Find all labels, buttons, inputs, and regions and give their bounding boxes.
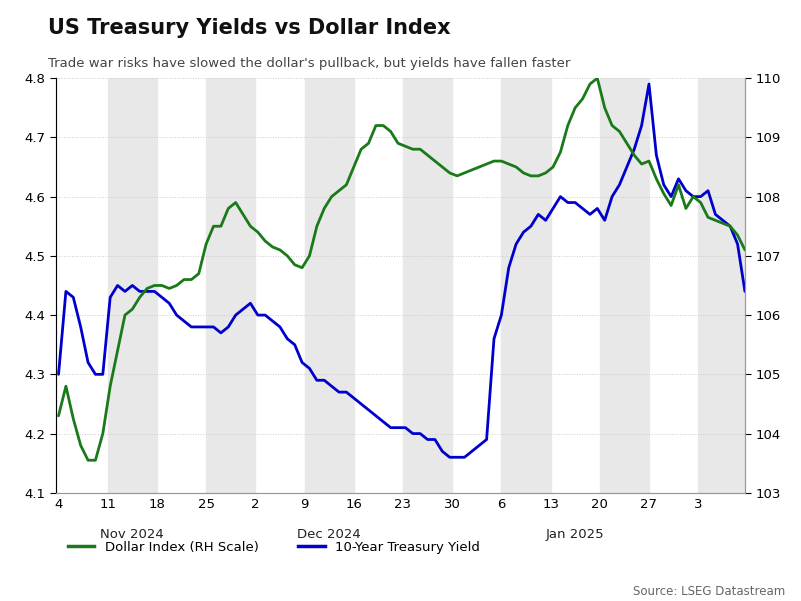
Legend: Dollar Index (RH Scale), 10-Year Treasury Yield: Dollar Index (RH Scale), 10-Year Treasur… [62, 535, 485, 559]
Bar [206, 78, 256, 493]
Text: Source: LSEG Datastream: Source: LSEG Datastream [633, 585, 785, 598]
Bar [698, 78, 745, 493]
Bar [403, 78, 452, 493]
Text: US Treasury Yields vs Dollar Index: US Treasury Yields vs Dollar Index [48, 18, 451, 38]
Bar [304, 78, 354, 493]
Text: Nov 2024: Nov 2024 [100, 528, 164, 541]
Bar [501, 78, 550, 493]
Bar [107, 78, 157, 493]
Text: Trade war risks have slowed the dollar's pullback, but yields have fallen faster: Trade war risks have slowed the dollar's… [48, 57, 570, 70]
Text: Jan 2025: Jan 2025 [545, 528, 605, 541]
Text: Dec 2024: Dec 2024 [297, 528, 361, 541]
Bar [600, 78, 649, 493]
